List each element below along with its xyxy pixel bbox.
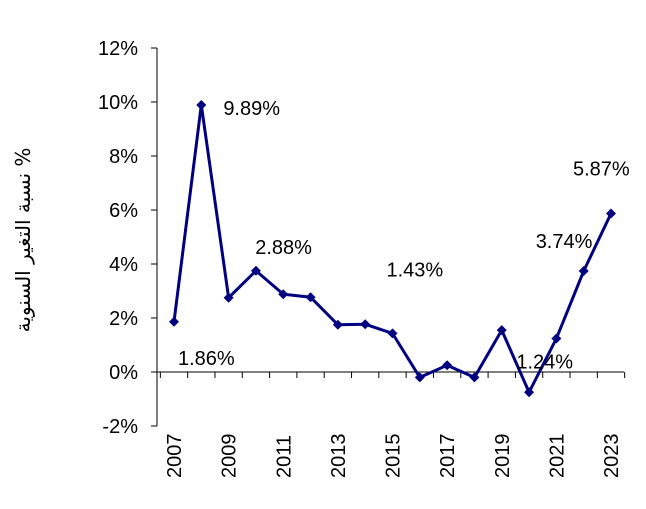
x-tick-label: 2015 bbox=[383, 434, 405, 479]
data-label: 9.89% bbox=[223, 98, 280, 120]
axes bbox=[156, 48, 624, 426]
data-point-marker bbox=[551, 333, 562, 344]
y-tick-label: 6% bbox=[109, 200, 138, 222]
data-point-marker bbox=[332, 319, 343, 330]
y-tick-label: -2% bbox=[102, 416, 138, 438]
data-point-marker bbox=[414, 372, 425, 383]
data-point-marker bbox=[442, 360, 453, 371]
x-tick-label: 2019 bbox=[492, 434, 514, 479]
data-point-marker bbox=[250, 265, 261, 276]
y-axis-ticks: 12% 10% 8% 6% 4% 2% 0% -2% bbox=[98, 38, 157, 438]
y-axis-title: نسبة التغير السنوية % bbox=[11, 148, 35, 333]
data-point-marker bbox=[360, 319, 371, 330]
data-point-marker bbox=[387, 328, 398, 339]
data-point-marker bbox=[469, 372, 480, 383]
y-tick-label: 10% bbox=[98, 92, 138, 114]
y-tick-label: 2% bbox=[109, 308, 138, 330]
data-point-marker bbox=[223, 292, 234, 303]
data-point-marker bbox=[606, 208, 616, 219]
data-point-marker bbox=[524, 387, 535, 398]
data-point-marker bbox=[578, 266, 589, 277]
y-tick-label: 4% bbox=[109, 254, 138, 276]
x-tick-label: 2023 bbox=[601, 434, 623, 479]
data-point-marker bbox=[169, 316, 179, 327]
data-point-marker bbox=[278, 289, 289, 300]
data-label: 1.24% bbox=[516, 352, 573, 374]
data-label: 3.74% bbox=[536, 231, 593, 253]
data-labels: 1.86% 9.89% 2.88% 1.43% 1.24% 3.74% 5.87% bbox=[178, 98, 630, 374]
data-point-marker bbox=[196, 99, 207, 110]
data-label: 5.87% bbox=[573, 159, 630, 181]
data-label: 1.86% bbox=[178, 348, 235, 370]
data-label: 2.88% bbox=[255, 237, 312, 259]
x-tick-label: 2007 bbox=[164, 434, 186, 479]
x-tick-label: 2017 bbox=[437, 434, 459, 479]
x-tick-label: 2011 bbox=[273, 435, 295, 478]
data-point-marker bbox=[305, 292, 316, 303]
series-group bbox=[169, 99, 616, 398]
x-tick-label: 2013 bbox=[328, 434, 350, 479]
y-tick-label: 0% bbox=[109, 362, 138, 384]
x-tick-label: 2021 bbox=[546, 434, 568, 479]
x-tick-label: 2009 bbox=[219, 434, 241, 479]
x-axis-ticks: 2007 2009 2011 2013 2015 2017 2019 2021 2023 bbox=[159, 372, 626, 479]
data-label: 1.43% bbox=[387, 259, 444, 281]
y-tick-label: 8% bbox=[109, 146, 138, 168]
data-point-marker bbox=[496, 325, 507, 336]
y-tick-label: 12% bbox=[98, 38, 138, 60]
